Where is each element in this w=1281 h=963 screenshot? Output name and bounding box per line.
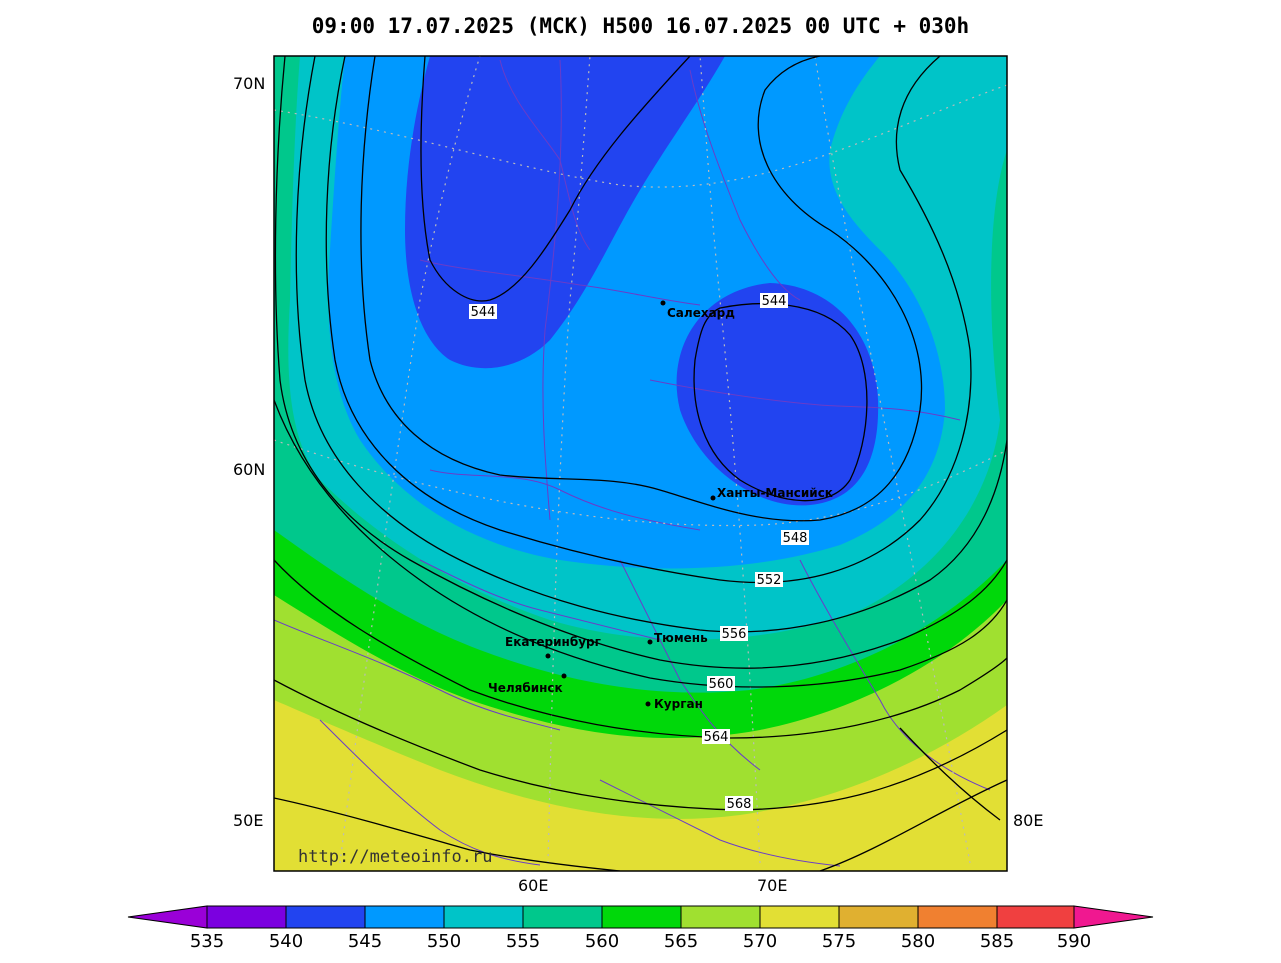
city-marker — [545, 653, 551, 659]
city-marker — [660, 300, 666, 306]
colorbar-label: 590 — [1056, 931, 1092, 952]
colorbar-seg — [601, 905, 682, 929]
lat-label: 60N — [233, 460, 266, 479]
band-540-545-north — [405, 56, 725, 369]
city-label: Курган — [654, 697, 703, 711]
city-marker — [710, 495, 716, 501]
contour-label: 544 — [471, 305, 496, 320]
colorbar-seg — [285, 905, 366, 929]
graticule — [274, 56, 1007, 864]
city-label: Ханты-Мансийск — [717, 486, 833, 500]
url-watermark: http://meteoinfo.ru — [298, 847, 492, 867]
city-label: Салехард — [667, 306, 735, 320]
contour-labels: 544 544 548 552 556 560 564 568 — [469, 293, 809, 812]
colorbar-seg — [364, 905, 445, 929]
colorbar-label: 535 — [189, 931, 225, 952]
colorbar-seg — [759, 905, 840, 929]
colorbar-label: 580 — [900, 931, 936, 952]
colorbar-seg — [996, 905, 1075, 929]
cities: Салехард Ханты-Мансийск Екатеринбург Чел… — [488, 300, 833, 711]
colorbar-label: 540 — [268, 931, 304, 952]
city-marker — [645, 701, 651, 707]
lon-label: 70E — [757, 876, 788, 895]
lat-label: 70N — [233, 74, 266, 93]
colorbar-seg — [206, 905, 287, 929]
colorbar-low-arrow — [127, 905, 208, 929]
contour-label: 560 — [709, 677, 734, 692]
city-label: Тюмень — [654, 631, 708, 645]
lon-label: 50E — [233, 811, 264, 830]
contour-label: 564 — [704, 730, 729, 745]
colorbar-seg — [917, 905, 998, 929]
colorbar — [127, 905, 1154, 929]
lon-label: 80E — [1013, 811, 1044, 830]
colorbar-seg — [680, 905, 761, 929]
city-label: Екатеринбург — [505, 635, 601, 649]
colorbar-label: 575 — [821, 931, 857, 952]
city-marker — [647, 639, 653, 645]
contour-label: 556 — [722, 627, 747, 642]
map-title: 09:00 17.07.2025 (МСК) H500 16.07.2025 0… — [311, 14, 970, 38]
contour-label: 548 — [783, 531, 808, 546]
contour-label: 552 — [757, 573, 782, 588]
colorbar-seg — [522, 905, 603, 929]
contour-label: 568 — [727, 797, 752, 812]
map-frame — [273, 55, 1008, 872]
colorbar-label: 555 — [505, 931, 541, 952]
band-540-545-khm — [676, 283, 879, 506]
colorbar-label: 545 — [347, 931, 383, 952]
colorbar-seg — [838, 905, 919, 929]
city-marker — [561, 673, 567, 679]
colorbar-label: 560 — [584, 931, 620, 952]
colorbar-label: 585 — [979, 931, 1015, 952]
contour-label: 544 — [762, 294, 787, 309]
colorbar-label: 570 — [742, 931, 778, 952]
colorbar-label: 565 — [663, 931, 699, 952]
height-field — [274, 56, 1007, 871]
borders — [274, 59, 991, 867]
city-label: Челябинск — [488, 681, 563, 695]
colorbar-high-arrow — [1073, 905, 1154, 929]
colorbar-seg — [443, 905, 524, 929]
lon-label: 60E — [518, 876, 549, 895]
colorbar-label: 550 — [426, 931, 462, 952]
